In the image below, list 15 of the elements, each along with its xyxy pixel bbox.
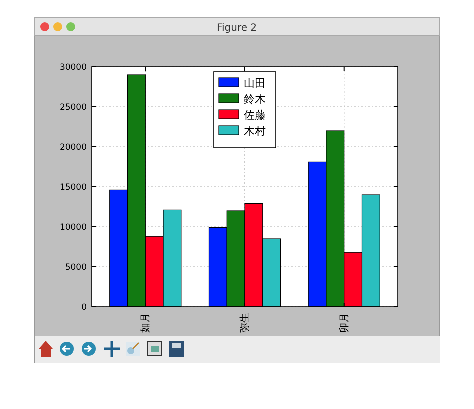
x-tick-label: 弥生 [239, 313, 251, 333]
y-tick-label: 5000 [65, 263, 87, 273]
y-tick-label: 15000 [60, 183, 87, 193]
x-tick-label: 卯月 [338, 313, 350, 333]
y-tick-label: 10000 [60, 223, 87, 233]
legend-label: 佐藤 [244, 109, 266, 122]
y-tick-label: 25000 [60, 103, 87, 113]
x-tick-label: 如月 [140, 313, 152, 333]
legend-label: 山田 [244, 77, 266, 90]
y-tick-label: 20000 [60, 143, 87, 153]
legend-label: 鈴木 [244, 93, 266, 106]
chart-title: Figure 2 [216, 23, 258, 34]
legend-label: 木村 [244, 125, 266, 138]
y-tick-label: 0 [82, 303, 87, 313]
y-tick-label: 30000 [60, 63, 87, 73]
